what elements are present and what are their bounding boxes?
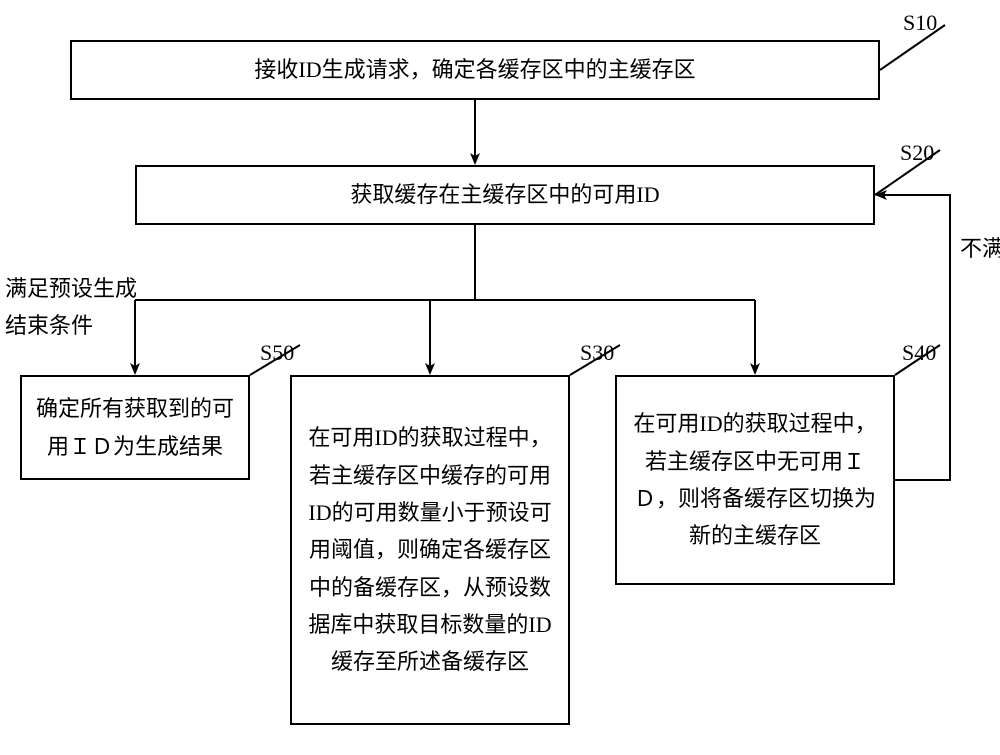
label-s10: S10 — [903, 10, 937, 36]
node-s10: 接收ID生成请求，确定各缓存区中的主缓存区 — [70, 40, 880, 100]
node-s20: 获取缓存在主缓存区中的可用ID — [135, 165, 875, 225]
node-s50-text: 确定所有获取到的可用ＩＤ为生成结果 — [34, 390, 236, 465]
label-s30: S30 — [580, 340, 614, 366]
label-s20: S20 — [900, 140, 934, 166]
node-s10-text: 接收ID生成请求，确定各缓存区中的主缓存区 — [254, 51, 695, 88]
label-s40: S40 — [902, 340, 936, 366]
flowchart-container: { "canvas": { "width": 1000, "height": 7… — [0, 0, 1000, 755]
node-s30: 在可用ID的获取过程中，若主缓存区中缓存的可用ID的可用数量小于预设可用阈值，则… — [290, 375, 570, 725]
edge-label-not-satisfy: 不满足预设生成结束条件 — [960, 230, 984, 267]
node-s20-text: 获取缓存在主缓存区中的可用ID — [350, 176, 659, 213]
edge-label-satisfy: 满足预设生成 结束条件 — [5, 270, 137, 345]
label-s50: S50 — [260, 340, 294, 366]
edge-label-satisfy-line1: 满足预设生成 — [5, 276, 137, 301]
edge-label-satisfy-line2: 结束条件 — [5, 313, 93, 338]
node-s40: 在可用ID的获取过程中，若主缓存区中无可用ＩＤ，则将备缓存区切换为新的主缓存区 — [615, 375, 895, 585]
node-s40-text: 在可用ID的获取过程中，若主缓存区中无可用ＩＤ，则将备缓存区切换为新的主缓存区 — [629, 405, 881, 555]
node-s30-text: 在可用ID的获取过程中，若主缓存区中缓存的可用ID的可用数量小于预设可用阈值，则… — [304, 419, 556, 681]
node-s50: 确定所有获取到的可用ＩＤ为生成结果 — [20, 375, 250, 480]
